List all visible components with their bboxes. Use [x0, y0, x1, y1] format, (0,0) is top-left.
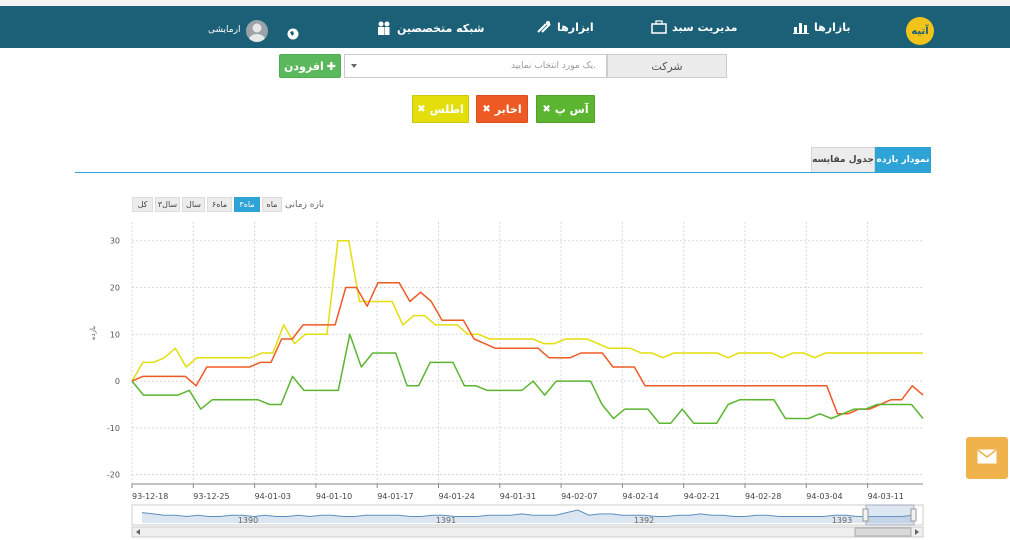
series-line	[131, 333, 924, 424]
navigator-line	[141, 509, 914, 518]
navigator-handle-left	[862, 508, 869, 522]
company-label: شرکت	[607, 54, 727, 78]
company-select[interactable]: یک مورد انتخاب نمایید.	[344, 54, 607, 78]
browser-top-strip	[0, 0, 1010, 6]
x-tick-label: 93-12-25	[193, 492, 229, 501]
x-tick-label: 94-02-21	[684, 492, 720, 501]
x-tick-label: 94-02-28	[745, 492, 781, 501]
range-label: بازه زمانی	[285, 200, 325, 210]
chevron-down-icon	[351, 64, 357, 68]
tab-return-chart[interactable]: نمودار بازده	[875, 147, 931, 173]
navigator-area	[142, 510, 913, 523]
navigator-year-label: 1390	[238, 516, 258, 525]
tag-atlas[interactable]: ✖ اطلس	[412, 95, 469, 123]
range-6m[interactable]: ۶ماه	[207, 197, 232, 212]
navigator-selection	[865, 504, 915, 526]
contact-button[interactable]	[966, 437, 1008, 479]
scroll-right-icon	[915, 529, 919, 535]
x-tick-label: 94-02-14	[622, 492, 658, 501]
user-name[interactable]: ارمایشی	[208, 25, 241, 35]
nav-markets[interactable]: بازارها	[793, 20, 850, 34]
x-tick-label: 94-01-31	[500, 492, 536, 501]
range-3y[interactable]: ۳سال	[155, 197, 180, 212]
y-tick-label: -10	[107, 424, 120, 433]
tag-label: اخابر	[494, 102, 522, 116]
y-tick-label: 20	[110, 284, 120, 293]
range-1y[interactable]: سال	[182, 197, 205, 212]
tag-asp[interactable]: ✖ آس پ	[536, 95, 595, 123]
nav-tools-label: ابزارها	[557, 20, 594, 34]
nav-portfolio[interactable]: مدیریت سبد	[651, 20, 737, 34]
navigator-scrollbar-thumb	[854, 527, 912, 537]
range-all[interactable]: کل	[132, 197, 153, 212]
remove-tag-icon[interactable]: ✖	[542, 103, 551, 115]
x-tick-label: 93-12-18	[132, 492, 168, 501]
envelope-icon	[977, 448, 997, 468]
navigator-year-label: 1393	[832, 516, 852, 525]
select-placeholder: یک مورد انتخاب نمایید.	[511, 61, 596, 71]
navigator-handle-right	[910, 508, 917, 522]
scroll-left-icon	[136, 529, 140, 535]
nav-markets-label: بازارها	[814, 20, 851, 34]
x-tick-label: 94-01-24	[439, 492, 475, 501]
add-label: افزودن	[284, 59, 324, 73]
bar-chart-icon	[793, 20, 809, 34]
navigator-scrollbar	[131, 526, 924, 538]
site-logo[interactable]: آتیه	[906, 17, 934, 45]
remove-tag-icon[interactable]: ✖	[417, 103, 426, 115]
navigator-year-label: 1392	[634, 516, 654, 525]
logo-text: آتیه	[911, 25, 929, 37]
top-navbar: آتیه بازارها مدیریت سبد ابزارها شبکه متخ…	[0, 6, 1010, 48]
x-tick-label: 94-03-04	[806, 492, 842, 501]
x-tick-label: 94-01-17	[377, 492, 413, 501]
series-line	[131, 239, 923, 382]
tab-divider	[75, 172, 931, 173]
y-tick-label: 0	[115, 377, 120, 386]
add-button[interactable]: افزودن ✚	[279, 54, 341, 78]
nav-portfolio-label: مدیریت سبد	[672, 20, 738, 34]
range-3m[interactable]: ۳ماه	[234, 197, 260, 212]
remove-tag-icon[interactable]: ✖	[482, 103, 491, 115]
nav-tools[interactable]: ابزارها	[536, 20, 594, 34]
y-axis-label: بازده	[89, 326, 97, 340]
tag-label: آس پ	[554, 102, 589, 116]
x-tick-label: 94-01-03	[255, 492, 291, 501]
y-tick-label: -20	[107, 471, 120, 480]
briefcase-icon	[651, 20, 667, 34]
globe-icon[interactable]	[287, 25, 299, 44]
plus-icon: ✚	[326, 59, 336, 73]
nav-experts[interactable]: شبکه متخصصین	[376, 20, 485, 36]
people-icon	[376, 20, 392, 36]
range-1m[interactable]: ماه	[262, 197, 282, 212]
x-tick-label: 94-02-07	[561, 492, 597, 501]
y-tick-label: 10	[110, 330, 120, 339]
nav-experts-label: شبکه متخصصین	[397, 21, 485, 35]
tag-label: اطلس	[429, 102, 464, 116]
tools-icon	[536, 20, 552, 34]
user-avatar[interactable]	[246, 20, 268, 42]
series-line	[131, 282, 924, 415]
navigator-year-label: 1391	[436, 516, 456, 525]
tag-akhaber[interactable]: ✖ اخابر	[476, 95, 528, 123]
x-tick-label: 94-03-11	[868, 492, 904, 501]
x-tick-label: 94-01-10	[316, 492, 352, 501]
y-tick-label: 30	[110, 237, 120, 246]
